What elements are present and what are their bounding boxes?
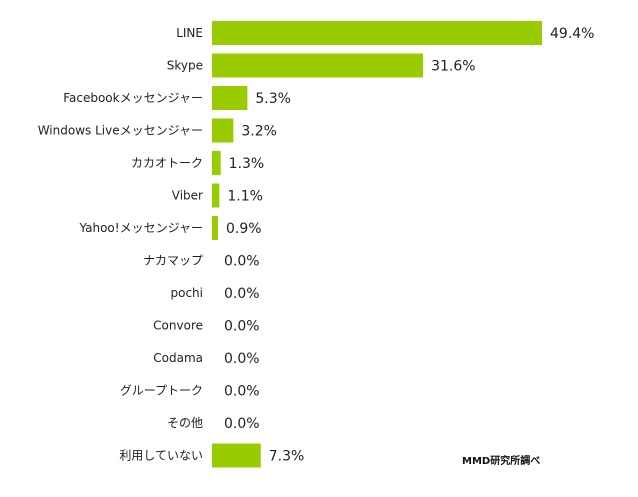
value-label: 5.3% (255, 91, 291, 107)
bar (212, 216, 219, 240)
source-note: MMD研究所調べ (462, 456, 541, 467)
value-label: 0.0% (224, 286, 260, 302)
value-label: 1.3% (229, 156, 265, 172)
value-label: 0.0% (224, 254, 260, 270)
bar (212, 443, 261, 468)
value-label: 1.1% (227, 189, 263, 205)
category-label: Skype (167, 59, 203, 73)
category-label: LINE (176, 26, 203, 40)
category-label: Codama (153, 351, 203, 365)
category-label: カカオトーク (131, 156, 203, 170)
bar (212, 21, 542, 45)
value-label: 0.0% (224, 351, 260, 367)
value-label: 0.0% (224, 384, 260, 400)
value-label: 49.4% (550, 26, 594, 42)
category-label: グループトーク (120, 384, 203, 398)
bar (212, 151, 221, 175)
category-label: Facebookメッセンジャー (63, 91, 203, 105)
value-label: 3.2% (241, 124, 277, 140)
category-label: Convore (153, 319, 203, 333)
value-label: 0.9% (226, 221, 262, 237)
category-label: ナカマップ (143, 254, 203, 268)
bar (212, 118, 234, 143)
category-label: その他 (167, 416, 203, 430)
category-label: Yahoo!メッセンジャー (78, 221, 203, 235)
value-label: 0.0% (224, 416, 260, 432)
category-label: 利用していない (119, 449, 203, 463)
bar (212, 86, 248, 110)
bar (212, 183, 220, 208)
value-label: 7.3% (269, 449, 305, 465)
value-label: 31.6% (431, 59, 475, 75)
category-label: pochi (171, 286, 204, 300)
category-label: Viber (172, 189, 203, 203)
bar (212, 53, 424, 78)
category-label: Windows Liveメッセンジャー (38, 124, 203, 138)
value-label: 0.0% (224, 319, 260, 335)
